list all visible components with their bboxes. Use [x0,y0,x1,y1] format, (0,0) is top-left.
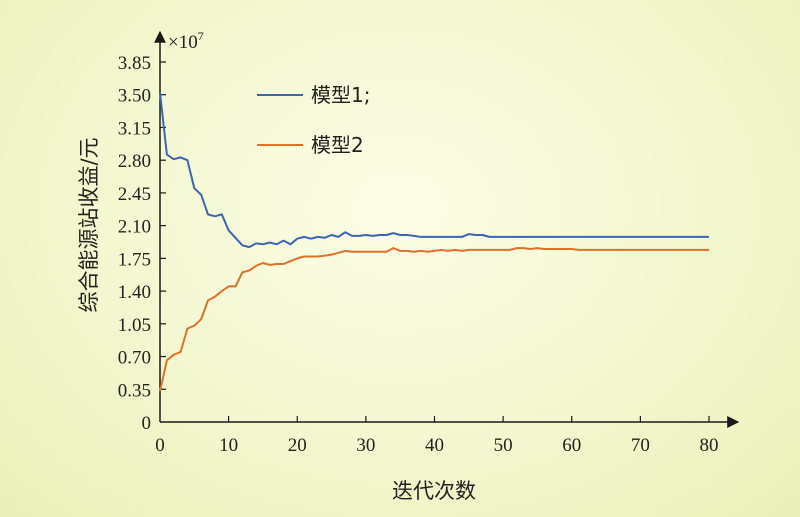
y-tick-label: 2.80 [118,151,151,172]
x-tick-label: 30 [356,435,375,456]
x-tick-label: 80 [700,435,719,456]
y-tick-label: 0.70 [118,348,151,369]
x-tick-label: 0 [155,435,165,456]
y-tick-label: 3.85 [118,53,151,74]
y-tick-label: 0 [142,413,152,434]
x-axis-label: 迭代次数 [392,479,476,503]
y-tick-label: 2.10 [118,217,151,238]
y-axis-label: 综合能源站收益/元 [77,137,101,312]
y-tick-label: 1.05 [118,315,151,336]
x-tick-label: 50 [494,435,513,456]
y-tick-label: 3.15 [118,118,151,139]
series-line-model-1 [159,92,709,249]
y-tick-label: 2.45 [118,184,151,205]
x-tick-label: 40 [425,435,444,456]
series-line-model-2 [159,247,709,392]
x-tick-label: 10 [219,435,238,456]
y-tick-label: 1.75 [118,249,151,270]
y-tick-label: 1.40 [118,282,151,303]
x-tick-label: 20 [288,435,307,456]
y-multiplier: ×107 [168,29,204,53]
axis-ticks: 0 10 20 30 40 50 60 70 80 0 0.35 0.70 1.05 1.40 1.75 2.… [118,53,719,456]
series-layer [159,92,709,392]
legend: 模型1; 模型2 [257,83,370,157]
y-tick-label: 3.50 [118,86,151,107]
x-tick-label: 70 [631,435,650,456]
legend-label-model-1: 模型1; [311,83,370,107]
legend-label-model-2: 模型2 [311,133,364,157]
x-tick-label: 60 [562,435,581,456]
y-tick-label: 0.35 [118,380,151,401]
